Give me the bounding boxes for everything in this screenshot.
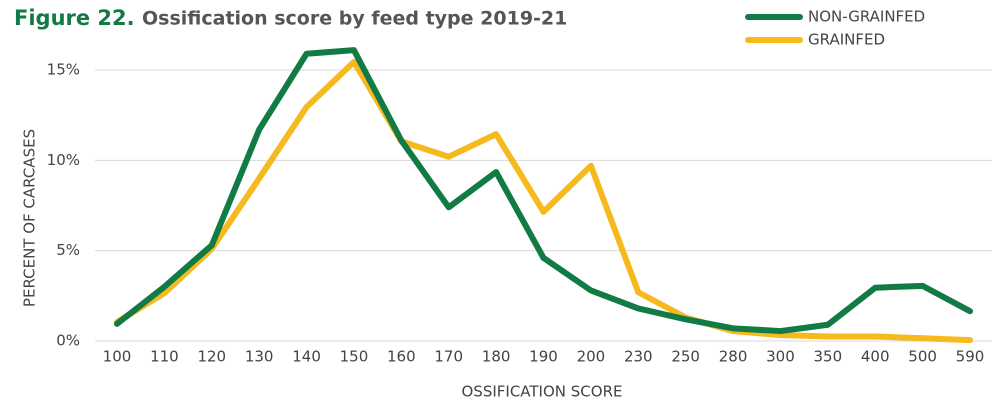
x-tick-label: 170 bbox=[434, 348, 463, 366]
x-tick-label: 130 bbox=[245, 348, 274, 366]
x-axis-label: OSSIFICATION SCORE bbox=[462, 383, 623, 401]
line-series bbox=[114, 47, 973, 335]
y-tick-label: 0% bbox=[56, 332, 80, 350]
x-tick-label: 590 bbox=[956, 348, 985, 366]
legend-label: NON-GRAINFED bbox=[808, 8, 925, 26]
legend-label: GRAINFED bbox=[808, 31, 885, 49]
figure-label: Figure 22. bbox=[14, 6, 135, 30]
x-tick-label: 200 bbox=[577, 348, 606, 366]
x-tick-label: 280 bbox=[719, 348, 748, 366]
y-axis-label: PERCENT OF CARCASES bbox=[21, 129, 39, 307]
x-tick-label: 100 bbox=[103, 348, 132, 366]
y-tick-label: 15% bbox=[47, 61, 80, 79]
x-tick-label: 120 bbox=[197, 348, 226, 366]
x-tick-label: 300 bbox=[766, 348, 795, 366]
x-tick-label: 400 bbox=[861, 348, 890, 366]
x-tick-label: 180 bbox=[482, 348, 511, 366]
x-tick-label: 500 bbox=[908, 348, 937, 366]
x-tick-label: 250 bbox=[671, 348, 700, 366]
y-tick-label: 10% bbox=[47, 151, 80, 169]
x-tick-label: 230 bbox=[624, 348, 653, 366]
x-tick-label: 150 bbox=[340, 348, 369, 366]
x-tick-label: 350 bbox=[814, 348, 843, 366]
x-tick-label: 190 bbox=[529, 348, 558, 366]
y-tick-label: 5% bbox=[56, 241, 80, 259]
x-tick-label: 110 bbox=[150, 348, 179, 366]
x-tick-label: 140 bbox=[292, 348, 321, 366]
chart-title: Ossification score by feed type 2019-21 bbox=[142, 8, 567, 30]
x-tick-label: 160 bbox=[387, 348, 416, 366]
line-series bbox=[114, 58, 973, 344]
